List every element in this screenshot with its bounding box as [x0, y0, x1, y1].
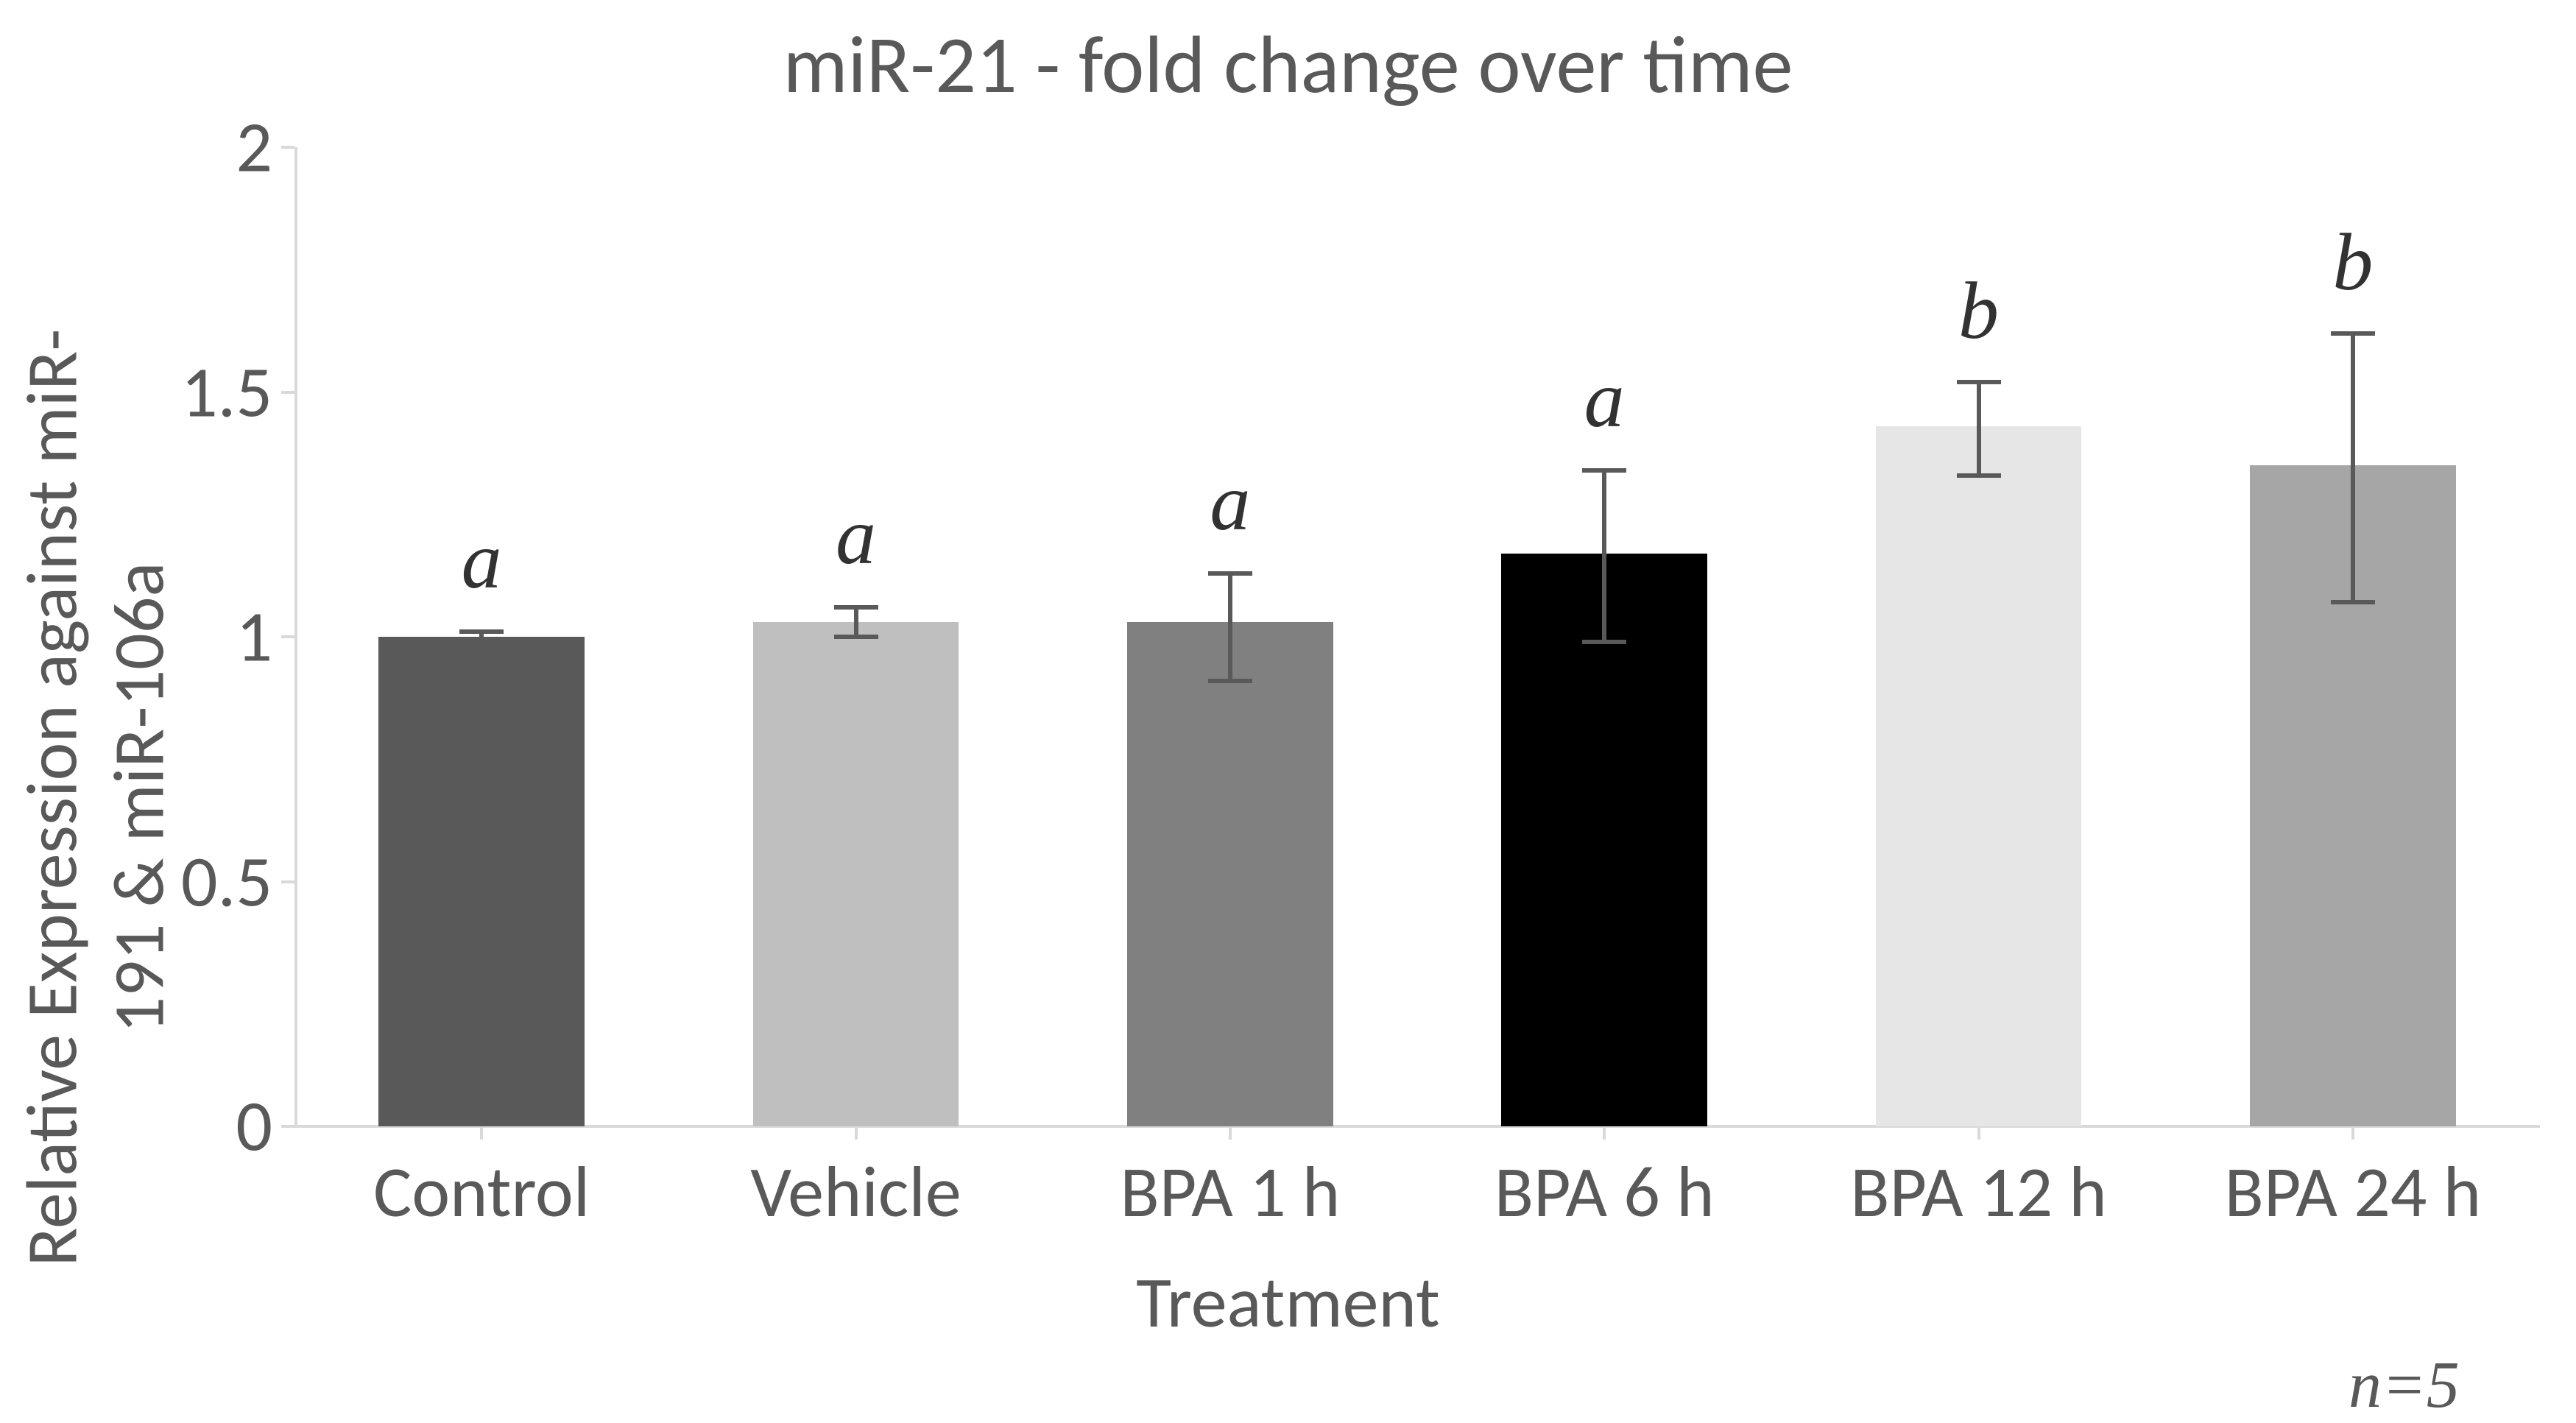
category-label: BPA 12 h: [1850, 1148, 2107, 1236]
bar: [1127, 622, 1333, 1126]
y-tick-label: 0: [236, 1083, 272, 1170]
y-tick-mark: [281, 635, 294, 638]
y-tick-label: 1: [236, 593, 272, 681]
x-axis-label: Treatment: [0, 1259, 2576, 1346]
category-label: Control: [373, 1148, 590, 1236]
y-tick-label: 2: [236, 104, 272, 191]
error-bar-cap-bottom: [2331, 600, 2375, 604]
error-bar-cap-bottom: [1957, 473, 2001, 478]
y-tick-mark: [281, 1125, 294, 1128]
x-tick-mark: [1603, 1126, 1606, 1140]
plot-area: 00.511.52ControlaVehicleaBPA 1 haBPA 6 h…: [294, 147, 2540, 1126]
error-bar-cap-top: [1957, 380, 2001, 384]
error-bar-line: [1602, 470, 1606, 642]
error-bar-cap-bottom: [1208, 679, 1252, 683]
y-tick-mark: [281, 880, 294, 883]
error-bar-cap-top: [1208, 571, 1252, 576]
error-bar-line: [1228, 573, 1232, 681]
y-axis-label-text: Relative Expression against miR-191 & mi…: [8, 328, 183, 1266]
error-bar-cap-top: [1582, 468, 1626, 473]
sample-size-label: n=5: [2349, 1347, 2460, 1423]
significance-label: b: [2332, 216, 2373, 309]
y-tick-mark: [281, 391, 294, 394]
error-bar-cap-top: [459, 629, 504, 634]
category-label: Vehicle: [750, 1148, 961, 1236]
significance-label: a: [462, 514, 502, 607]
error-bar-cap-bottom: [834, 635, 878, 639]
y-axis-line: [294, 147, 297, 1126]
category-label: BPA 6 h: [1495, 1148, 1715, 1236]
error-bar-cap-bottom: [459, 640, 504, 644]
x-tick-mark: [1977, 1126, 1980, 1140]
y-tick-label: 0.5: [181, 838, 272, 925]
error-bar-line: [854, 607, 858, 637]
error-bar-line: [2351, 333, 2355, 603]
y-tick-label: 1.5: [181, 348, 272, 436]
y-tick-mark: [281, 146, 294, 149]
y-axis-label: Relative Expression against miR-191 & mi…: [9, 319, 182, 1276]
x-tick-mark: [2351, 1126, 2354, 1140]
error-bar-cap-top: [2331, 331, 2375, 336]
significance-label: a: [1210, 456, 1250, 549]
chart-title: miR-21 - fold change over time: [0, 15, 2576, 114]
category-label: BPA 24 h: [2225, 1148, 2482, 1236]
bar: [1876, 426, 2082, 1126]
significance-label: b: [1958, 264, 1999, 358]
error-bar-cap-top: [834, 605, 878, 610]
x-tick-mark: [480, 1126, 483, 1140]
x-axis-line: [294, 1125, 2540, 1128]
error-bar-line: [1977, 382, 1981, 475]
significance-label: a: [1584, 353, 1625, 446]
significance-label: a: [836, 490, 876, 583]
x-tick-mark: [855, 1126, 858, 1140]
bar: [753, 622, 959, 1126]
chart-container: miR-21 - fold change over time Relative …: [0, 0, 2576, 1422]
x-tick-mark: [1229, 1126, 1232, 1140]
error-bar-cap-bottom: [1582, 640, 1626, 644]
bar: [378, 637, 585, 1126]
category-label: BPA 1 h: [1120, 1148, 1340, 1236]
